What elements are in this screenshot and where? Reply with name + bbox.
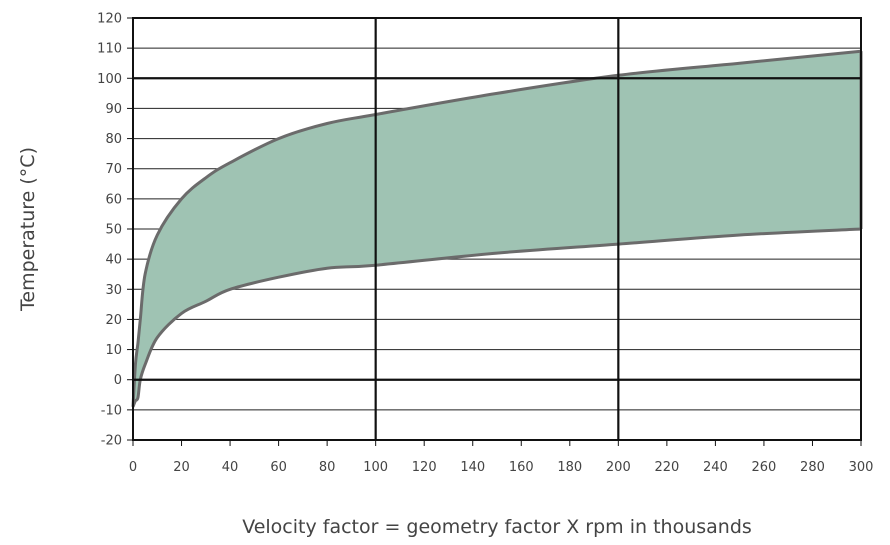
- x-tick-label-260: 260: [752, 460, 777, 475]
- x-axis-ticks: 0 20 40 60 80 100 120 140 160 180 200 220 240 260 280 3…: [129, 440, 874, 475]
- x-tick-label-140: 140: [460, 460, 485, 475]
- x-tick-label-0: 0: [129, 460, 137, 475]
- x-tick-label-200: 200: [606, 460, 631, 475]
- y-tick-label--20: -20: [101, 434, 122, 449]
- y-axis-title: Temperature (°C): [17, 147, 39, 312]
- x-tick-label-20: 20: [173, 460, 190, 475]
- y-tick-label-20: 20: [105, 313, 122, 328]
- y-tick-label-60: 60: [105, 192, 122, 207]
- y-tick-label-100: 100: [97, 72, 122, 87]
- x-tick-label-120: 120: [412, 460, 437, 475]
- x-tick-label-60: 60: [270, 460, 287, 475]
- y-tick-label-40: 40: [105, 253, 122, 268]
- y-tick-label-120: 120: [97, 12, 122, 27]
- x-tick-label-300: 300: [849, 460, 874, 475]
- x-tick-label-280: 280: [800, 460, 825, 475]
- y-tick-label-90: 90: [105, 102, 122, 117]
- x-tick-label-100: 100: [363, 460, 388, 475]
- y-tick-label-0: 0: [114, 373, 122, 388]
- y-tick-label-30: 30: [105, 283, 122, 298]
- x-tick-label-240: 240: [703, 460, 728, 475]
- x-tick-label-160: 160: [509, 460, 534, 475]
- temperature-band-area: [133, 51, 861, 407]
- x-axis-title: Velocity factor = geometry factor X rpm …: [242, 516, 752, 538]
- x-tick-label-220: 220: [654, 460, 679, 475]
- y-tick-label-110: 110: [97, 42, 122, 57]
- y-axis-ticks: -20 -10 0 10 20 30 40 50 60 70 80 90 100 110 120: [97, 12, 133, 449]
- x-tick-label-180: 180: [557, 460, 582, 475]
- y-tick-label-80: 80: [105, 132, 122, 147]
- y-tick-label-70: 70: [105, 162, 122, 177]
- y-tick-label-50: 50: [105, 223, 122, 238]
- x-tick-label-40: 40: [222, 460, 239, 475]
- y-tick-label--10: -10: [101, 403, 122, 418]
- x-tick-label-80: 80: [319, 460, 336, 475]
- y-tick-label-10: 10: [105, 343, 122, 358]
